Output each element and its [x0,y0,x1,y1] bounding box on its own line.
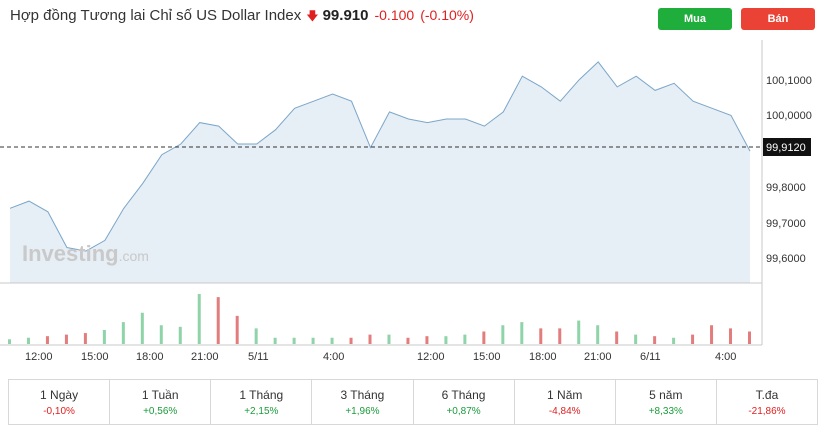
x-tick: 15:00 [81,351,109,363]
perf-3-month[interactable]: 3 Tháng +1,96% [312,380,414,424]
perf-1-day[interactable]: 1 Ngày -0,10% [9,380,111,424]
y-tick: 99,7000 [766,218,806,230]
y-tick: 100,0000 [766,110,812,122]
perf-value: -0,10% [43,406,75,417]
perf-label: 1 Tháng [239,388,284,402]
instrument-title: Hợp đồng Tương lai Chỉ số US Dollar Inde… [10,7,480,28]
y-tick: 99,6000 [766,253,806,265]
perf-label: 5 năm [649,388,683,402]
perf-label: 6 Tháng [441,388,486,402]
perf-value: +1,96% [345,406,380,417]
y-tick: 99,8000 [766,182,806,194]
current-price-tag [763,138,811,156]
price-area [9,61,751,284]
perf-value: +8,33% [648,406,683,417]
perf-1-week[interactable]: 1 Tuần +0,56% [110,380,212,424]
x-tick: 5/11 [248,351,269,363]
down-arrow-icon: 🡇 [306,9,319,23]
perf-label: 3 Tháng [340,388,385,402]
price-change: -0.100 [374,7,415,23]
watermark-logo: Investing.com [22,241,149,266]
x-tick: 12:00 [25,351,53,363]
x-tick: 18:00 [529,351,557,363]
x-tick: 4:00 [323,351,344,363]
x-tick: 21:00 [584,351,612,363]
y-tick: 100,1000 [766,75,812,87]
perf-value: +0,56% [143,406,178,417]
perf-value: -21,86% [748,406,786,417]
price-chart[interactable]: 99,9120 100,1000 100,0000 99,8000 99,700… [0,40,825,370]
perf-label: T.đa [755,388,779,402]
buy-button[interactable]: Mua [658,8,732,30]
volume-bars [8,294,751,344]
last-price: 99.910 [322,7,369,24]
perf-value: +0,87% [446,406,481,417]
perf-label: 1 Năm [547,388,583,402]
perf-label: 1 Ngày [40,388,79,402]
perf-max[interactable]: T.đa -21,86% [717,380,817,424]
x-tick: 12:00 [417,351,445,363]
perf-label: 1 Tuần [141,388,179,402]
perf-value: -4,84% [548,406,581,417]
perf-value: +2,15% [244,406,279,417]
x-tick: 18:00 [136,351,164,363]
x-tick: 4:00 [715,351,736,363]
x-axis-ticks: 12:00 15:00 18:00 21:00 5/11 4:00 12:00 … [25,351,736,363]
performance-bar: 1 Ngày -0,10% 1 Tuần +0,56% 1 Tháng +2,1… [8,379,818,425]
x-tick: 15:00 [473,351,501,363]
x-tick: 6/11 [640,351,661,363]
current-price-label: 99,9120 [766,142,806,154]
perf-6-month[interactable]: 6 Tháng +0,87% [414,380,515,424]
perf-1-month[interactable]: 1 Tháng +2,15% [211,380,313,424]
header: Hợp đồng Tương lai Chỉ số US Dollar Inde… [0,0,825,34]
price-change-percent: (-0.10%) [420,7,474,23]
perf-1-year[interactable]: 1 Năm -4,84% [515,380,616,424]
perf-5-year[interactable]: 5 năm +8,33% [616,380,717,424]
instrument-name: Hợp đồng Tương lai Chỉ số US Dollar Inde… [10,7,302,24]
sell-button[interactable]: Bán [741,8,815,30]
x-tick: 21:00 [191,351,219,363]
